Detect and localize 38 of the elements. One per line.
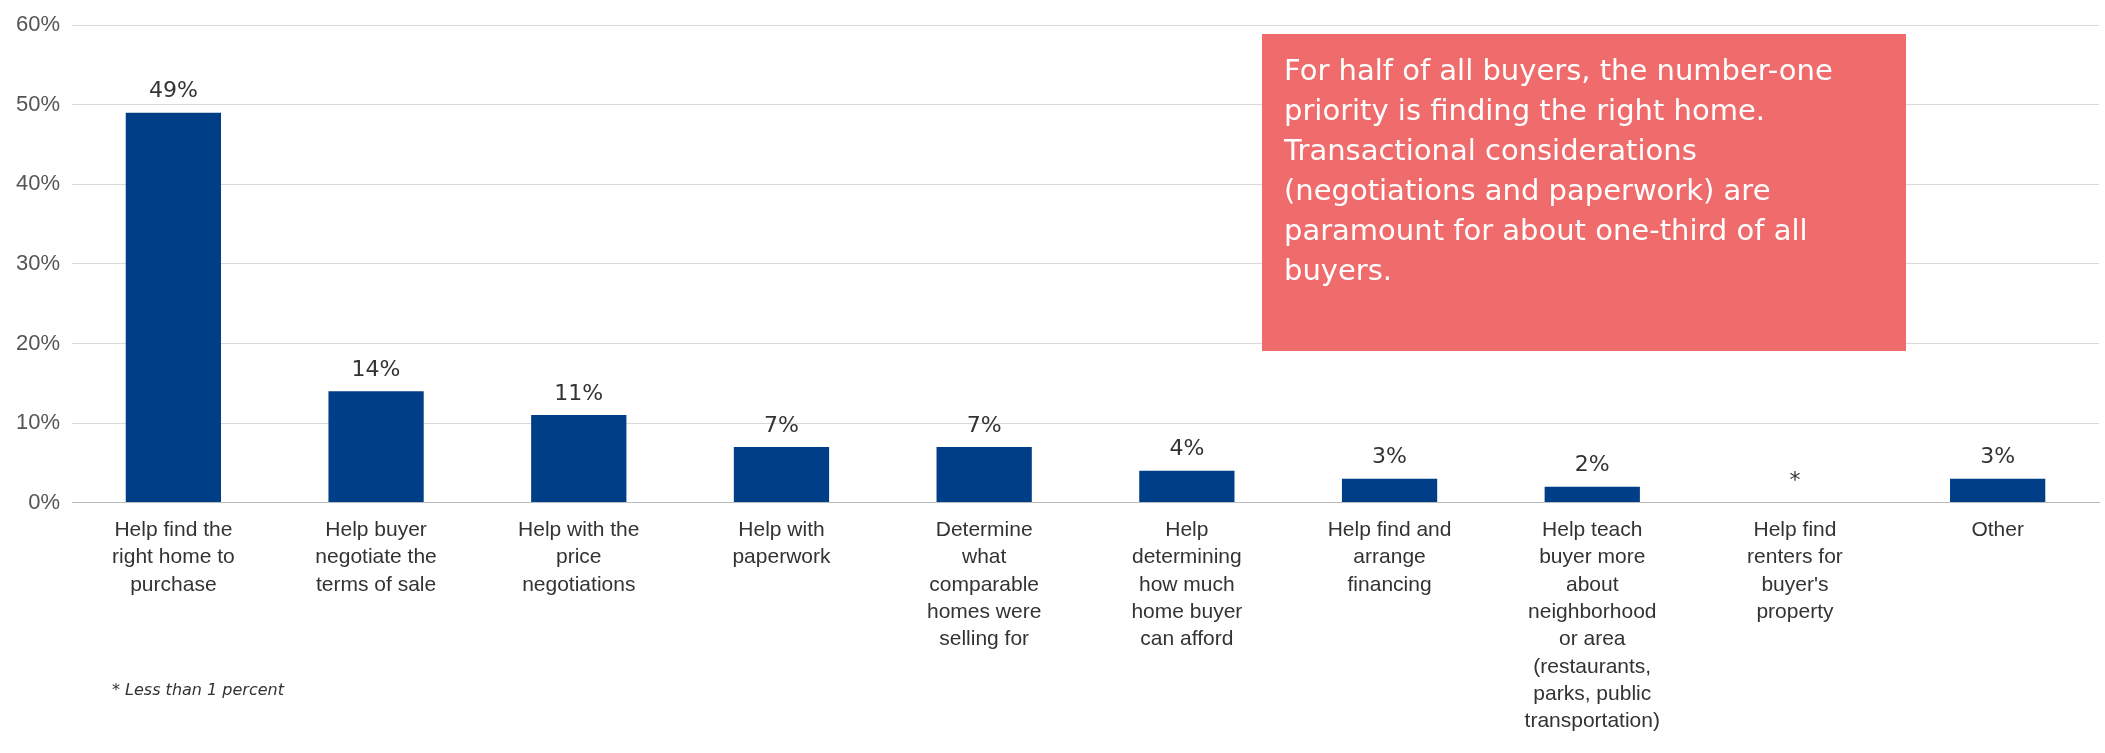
y-tick-label: 40% — [15, 170, 61, 196]
x-tick-label: Other — [1971, 517, 2024, 541]
y-tick-label: 10% — [15, 409, 61, 435]
bar — [1139, 470, 1235, 503]
data-label: 11% — [554, 379, 604, 405]
data-label: * — [1789, 467, 1801, 493]
x-tick-label: Determine what comparable homes were selling for — [926, 517, 1042, 650]
x-tick-label: Help teach buyer more about neighborhood or area (restaurants, parks, public transportation) — [1524, 517, 1660, 732]
data-label: 7% — [966, 411, 1002, 437]
x-tick-label: Help find renters for buyer's property — [1747, 517, 1843, 622]
y-tick-label: 0% — [28, 488, 61, 514]
data-label: 4% — [1169, 435, 1205, 461]
text: * Less than 1 percent — [112, 680, 284, 699]
y-tick-label: 30% — [15, 249, 61, 275]
data-label: 3% — [1372, 443, 1408, 469]
x-tick-label: Help determining how much home buyer can afford — [1131, 517, 1243, 650]
data-label: 2% — [1574, 451, 1610, 477]
bar — [1950, 478, 2046, 503]
x-tick-label: Help find and arrange financing — [1327, 517, 1452, 595]
x-tick-label: Help buyer negotiate the terms of sale — [315, 517, 437, 595]
x-tick-label: Help find the right home to purchase — [112, 517, 235, 595]
y-tick-label: 50% — [15, 90, 61, 116]
bar — [1544, 486, 1640, 503]
data-label: 49% — [148, 77, 198, 103]
x-tick-label: Help with paperwork — [732, 517, 831, 568]
bar — [1341, 478, 1438, 503]
x-tick-label: Help with the price negotiations — [518, 517, 640, 595]
data-label: 14% — [351, 355, 401, 381]
bar — [328, 391, 424, 503]
bar — [936, 446, 1032, 503]
data-label: 7% — [764, 411, 799, 437]
bar — [733, 446, 830, 503]
bar — [125, 112, 222, 503]
y-tick-label: 20% — [15, 329, 61, 355]
callout-box: For half of all buyers, the number-one priority is finding the right home. Transactional considerations (negotiations and paperwork) are paramount for about one-third of all buyers. — [1262, 34, 1906, 351]
y-tick-label: 60% — [15, 11, 61, 37]
data-label: 3% — [1980, 443, 2016, 469]
bar — [531, 415, 627, 503]
